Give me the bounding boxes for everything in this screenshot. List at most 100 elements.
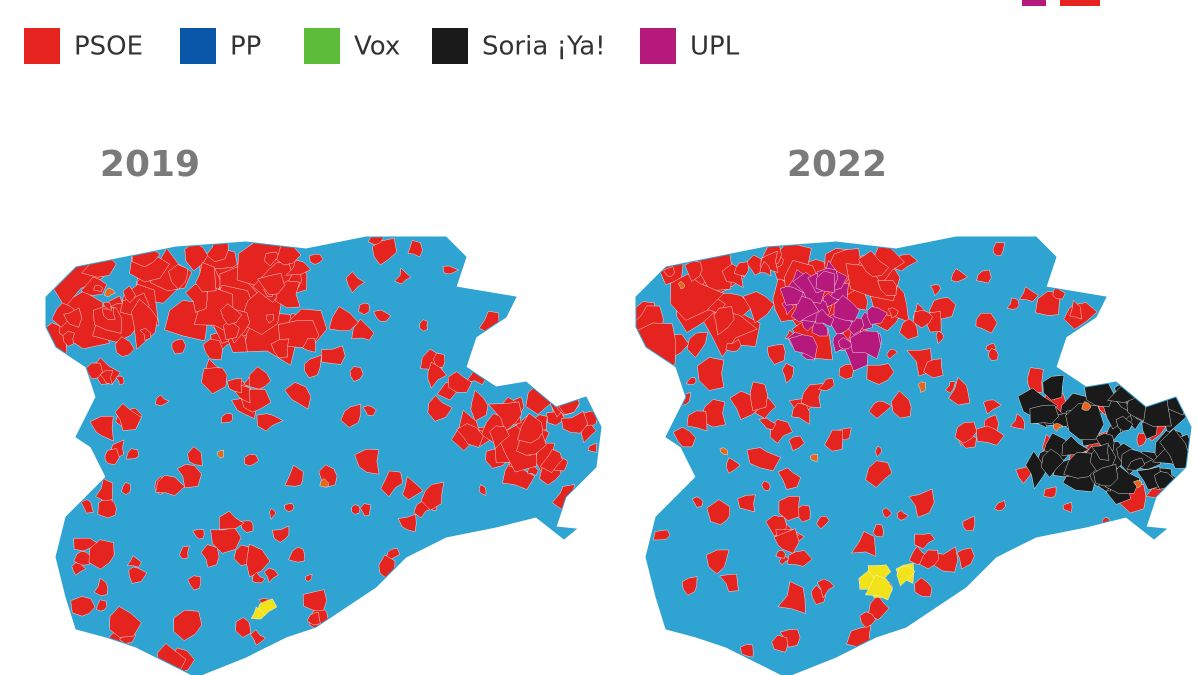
district [935,330,945,344]
district [838,337,854,350]
district [269,507,277,520]
district [226,377,243,394]
district [93,577,108,597]
district [102,301,112,311]
district [100,370,114,386]
district [1126,457,1146,471]
district [1006,297,1020,310]
district [786,550,813,567]
districts [636,239,1191,658]
district [95,478,114,502]
district [817,578,835,599]
district [80,499,94,514]
district [725,339,742,352]
logo [1022,0,1100,6]
district [368,237,384,246]
district [779,629,801,648]
district [800,383,824,408]
district [70,596,96,617]
legend-label: UPL [690,32,740,62]
district [636,322,677,368]
district [219,510,245,530]
district [351,318,375,341]
district [354,448,380,475]
district [686,410,708,432]
district [766,344,786,365]
district [427,395,453,422]
district [104,287,116,298]
district [202,338,223,360]
district [746,447,781,472]
district [351,504,361,515]
district [201,367,228,394]
district [740,644,754,658]
district [737,494,756,513]
district [489,425,510,449]
district [913,310,933,329]
district [309,253,324,265]
region-outline [45,236,602,675]
district [881,507,892,519]
district [824,429,843,452]
district [891,390,912,419]
district [93,284,103,292]
legend-swatch [640,28,676,64]
district [270,338,290,359]
district [791,402,811,425]
district [128,566,148,584]
district [859,611,876,628]
district [779,286,804,306]
district [976,269,992,284]
district [771,634,788,653]
district [407,240,423,258]
district [139,328,152,341]
district [691,496,704,508]
district [394,267,412,285]
district [256,413,284,432]
district [115,375,125,386]
district [187,446,203,466]
district [380,470,403,498]
district [345,271,366,294]
district [126,448,139,460]
district [761,480,771,491]
district [177,464,202,489]
district [914,577,933,597]
district [62,331,75,347]
district [46,240,71,280]
region-outline [635,236,1192,675]
district [173,610,203,641]
district [1043,486,1057,498]
district [284,464,304,487]
district [868,400,893,419]
district [677,281,685,290]
district [866,306,888,325]
district [684,260,703,282]
district [1041,448,1065,478]
district [778,496,800,521]
district [719,447,729,456]
district [561,411,589,434]
district [63,307,83,328]
district [250,606,265,620]
district [319,478,330,488]
district [1042,374,1065,401]
district [815,270,835,293]
district [220,412,233,424]
region-map [45,236,602,675]
district [257,273,285,295]
district [1062,502,1073,513]
district [130,298,158,350]
legend-swatch [432,28,468,64]
district [195,262,217,293]
district [1132,372,1163,403]
district [1081,401,1092,411]
legend-label: Vox [354,32,400,62]
district [249,366,271,390]
district [263,251,281,267]
district [427,361,448,389]
district [306,612,321,626]
district [302,589,327,611]
map-title: 2019 [100,144,200,185]
